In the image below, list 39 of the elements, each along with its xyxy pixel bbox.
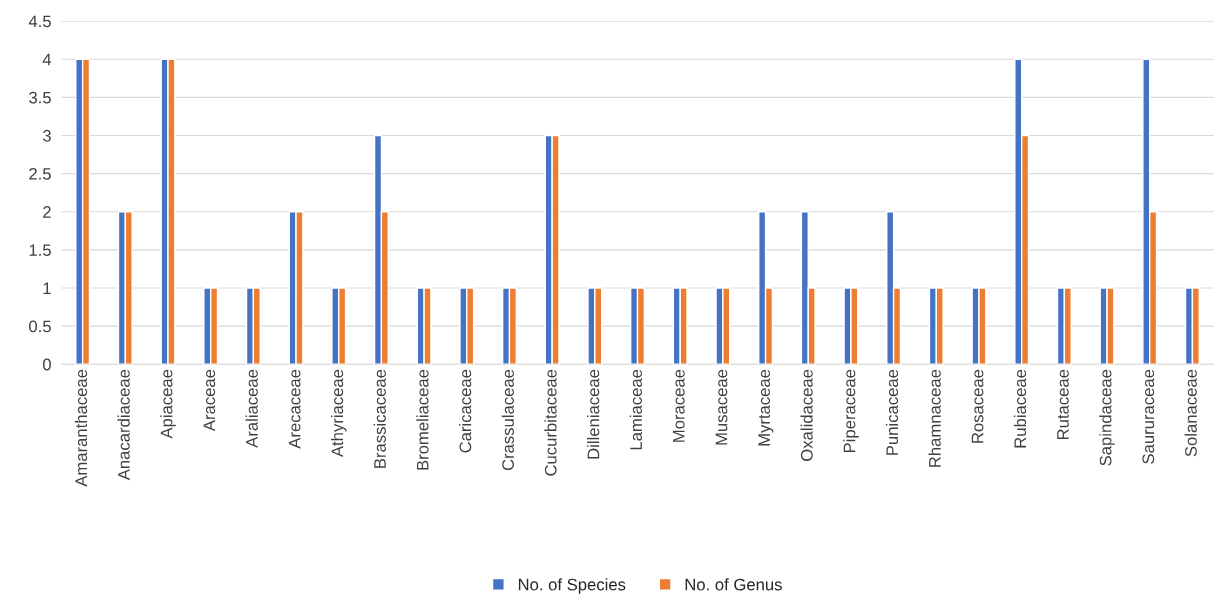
y-tick-label: 4 <box>42 53 52 66</box>
legend-label: No. of Genus <box>685 578 782 591</box>
x-tick-label: Rhamnaceae <box>928 369 941 467</box>
x-tick-label: Rutaceae <box>1057 369 1069 440</box>
x-tick-label: Sapindaceae <box>1099 369 1115 466</box>
y-tick-label: 2.5 <box>29 167 51 180</box>
y-tick-label: 1.5 <box>29 244 51 257</box>
x-tick-label: Myrtaceae <box>758 369 774 446</box>
x-tick-label: Oxalidaceae <box>800 369 813 461</box>
x-tick-label: Araliaceae <box>245 369 258 448</box>
x-tick-label: Punicaceae <box>885 369 899 455</box>
x-tick-label: Crassulaceae <box>501 369 514 471</box>
x-tick-label: Anacardiaceae <box>117 369 130 481</box>
x-tick-label: Dilleniaceae <box>587 369 600 459</box>
y-tick-label: 0.5 <box>29 320 51 333</box>
y-tick-label: 1 <box>43 282 51 294</box>
x-tick-label: Athyriaceae <box>330 369 347 458</box>
x-tick-label: Solanaceae <box>1184 369 1197 457</box>
x-tick-label: Amaranthaceae <box>74 369 88 487</box>
x-tick-label: Musaceae <box>715 369 728 445</box>
x-tick-label: Rosaceae <box>971 369 984 443</box>
x-tick-label: Caricaceae <box>459 369 472 453</box>
x-tick-label: Araceae <box>203 369 216 432</box>
x-tick-label: Moraceae <box>673 369 685 442</box>
y-tick-label: 3.5 <box>29 91 51 104</box>
x-tick-label: Bromeliaceae <box>416 369 429 470</box>
x-tick-label: Apiaceae <box>160 369 176 439</box>
legend-label: No. of Species <box>518 578 626 594</box>
y-tick-label: 3 <box>42 129 51 142</box>
x-tick-label: Rubiaceae <box>1013 369 1027 448</box>
x-tick-label: Saururaceae <box>1142 369 1155 464</box>
y-tick-label: 4.5 <box>28 15 51 28</box>
y-tick-label: 2 <box>43 206 51 218</box>
x-tick-label: Lamiaceae <box>629 369 642 450</box>
x-tick-label: Cucurbitaceae <box>544 369 557 476</box>
x-tick-label: Arecaceae <box>288 369 301 449</box>
y-tick-label: 0 <box>42 358 51 371</box>
x-tick-label: Piperaceae <box>843 369 859 453</box>
x-tick-label: Brassicaceae <box>373 369 386 468</box>
